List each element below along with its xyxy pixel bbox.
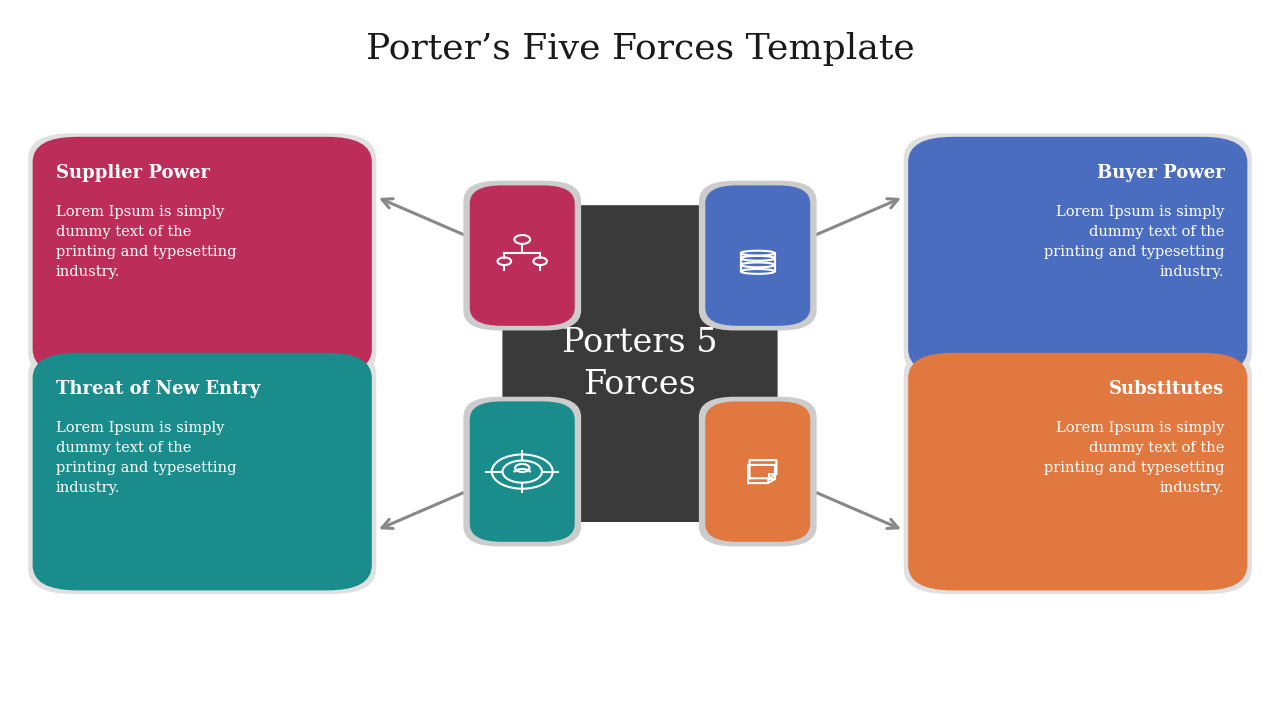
Text: Porter’s Five Forces Template: Porter’s Five Forces Template bbox=[366, 32, 914, 66]
FancyBboxPatch shape bbox=[32, 137, 371, 374]
FancyBboxPatch shape bbox=[909, 137, 1248, 374]
FancyBboxPatch shape bbox=[463, 397, 581, 546]
FancyBboxPatch shape bbox=[470, 402, 575, 542]
Text: Substitutes: Substitutes bbox=[1108, 380, 1224, 398]
FancyBboxPatch shape bbox=[909, 353, 1248, 590]
Text: Porters 5
Forces: Porters 5 Forces bbox=[562, 327, 718, 400]
FancyBboxPatch shape bbox=[470, 186, 575, 326]
FancyBboxPatch shape bbox=[904, 349, 1252, 594]
FancyBboxPatch shape bbox=[904, 133, 1252, 378]
Text: Lorem Ipsum is simply
dummy text of the
printing and typesetting
industry.: Lorem Ipsum is simply dummy text of the … bbox=[56, 421, 237, 495]
FancyBboxPatch shape bbox=[699, 397, 817, 546]
Text: Buyer Power: Buyer Power bbox=[1097, 164, 1224, 182]
FancyBboxPatch shape bbox=[28, 349, 376, 594]
FancyBboxPatch shape bbox=[503, 205, 778, 522]
FancyBboxPatch shape bbox=[463, 181, 581, 330]
Text: Lorem Ipsum is simply
dummy text of the
printing and typesetting
industry.: Lorem Ipsum is simply dummy text of the … bbox=[1043, 205, 1224, 279]
FancyBboxPatch shape bbox=[32, 353, 371, 590]
Text: Threat of New Entry: Threat of New Entry bbox=[56, 380, 260, 398]
FancyBboxPatch shape bbox=[705, 402, 810, 542]
Text: Lorem Ipsum is simply
dummy text of the
printing and typesetting
industry.: Lorem Ipsum is simply dummy text of the … bbox=[1043, 421, 1224, 495]
FancyBboxPatch shape bbox=[28, 133, 376, 378]
FancyBboxPatch shape bbox=[699, 181, 817, 330]
Text: Supplier Power: Supplier Power bbox=[56, 164, 210, 182]
FancyBboxPatch shape bbox=[705, 186, 810, 326]
Text: Lorem Ipsum is simply
dummy text of the
printing and typesetting
industry.: Lorem Ipsum is simply dummy text of the … bbox=[56, 205, 237, 279]
